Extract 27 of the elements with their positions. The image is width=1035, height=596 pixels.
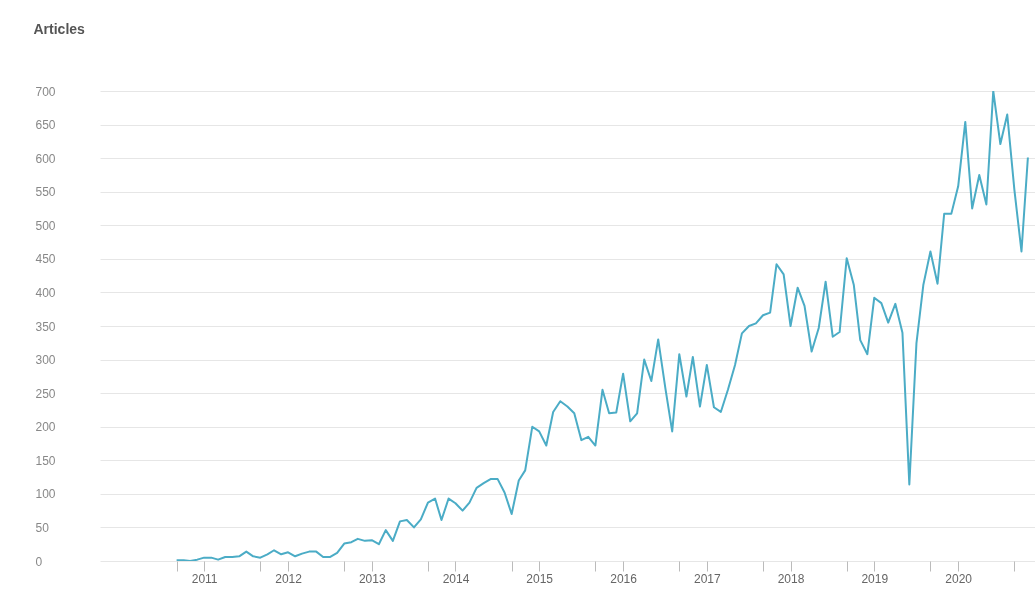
y-tick-label: 500 — [35, 218, 56, 233]
y-tick-label: 300 — [35, 353, 56, 368]
x-tick-label: 2018 — [777, 571, 805, 586]
x-tick-label: 2019 — [861, 571, 889, 586]
x-tick-label: 2013 — [358, 571, 386, 586]
x-tick-label: 2016 — [610, 571, 638, 586]
y-tick-label: 0 — [35, 554, 43, 569]
y-tick-label: 200 — [35, 420, 56, 435]
x-tick-label: 2011 — [191, 571, 218, 586]
y-tick-label: 550 — [35, 185, 56, 200]
y-tick-label: 50 — [35, 520, 50, 535]
x-tick-label: 2017 — [693, 571, 721, 586]
y-axis-title: Articles — [33, 20, 86, 37]
y-tick-label: 100 — [35, 487, 56, 502]
y-tick-label: 700 — [35, 84, 56, 99]
x-tick-label: 2014 — [442, 571, 470, 586]
line-series — [175, 91, 1029, 561]
x-tick-label: 2015 — [526, 571, 554, 586]
y-tick-label: 150 — [35, 453, 56, 468]
y-tick-label: 600 — [35, 151, 56, 166]
x-tick-label: 2012 — [275, 571, 303, 586]
y-tick-label: 650 — [35, 118, 56, 133]
x-tick-label: 2020 — [945, 571, 973, 586]
y-tick-label: 450 — [35, 252, 56, 267]
y-tick-label: 350 — [35, 319, 56, 334]
y-tick-label: 250 — [35, 386, 56, 401]
y-tick-label: 400 — [35, 285, 56, 300]
